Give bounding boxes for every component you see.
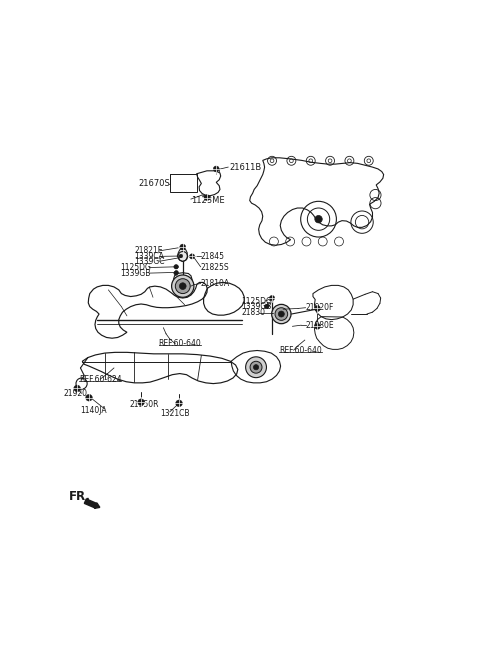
Text: 21950R: 21950R bbox=[130, 400, 159, 409]
Text: 1125DG: 1125DG bbox=[241, 297, 273, 305]
Text: 1339CA: 1339CA bbox=[134, 252, 164, 261]
Circle shape bbox=[176, 400, 182, 407]
Circle shape bbox=[204, 195, 210, 200]
Circle shape bbox=[179, 254, 183, 258]
Circle shape bbox=[174, 271, 178, 275]
Circle shape bbox=[269, 295, 275, 301]
Text: 21825S: 21825S bbox=[201, 263, 229, 272]
Text: REF.60-640: REF.60-640 bbox=[279, 346, 322, 354]
Circle shape bbox=[246, 357, 266, 378]
FancyArrow shape bbox=[84, 499, 100, 508]
Circle shape bbox=[85, 394, 92, 401]
Text: 21920F: 21920F bbox=[305, 303, 334, 312]
Text: 21845: 21845 bbox=[201, 252, 225, 261]
Circle shape bbox=[180, 244, 186, 250]
Circle shape bbox=[175, 278, 190, 293]
Circle shape bbox=[180, 283, 186, 290]
Circle shape bbox=[213, 166, 219, 172]
Circle shape bbox=[278, 311, 284, 317]
Text: 21830: 21830 bbox=[241, 309, 265, 318]
Circle shape bbox=[175, 265, 178, 269]
Text: 21611B: 21611B bbox=[229, 162, 262, 172]
Text: FR.: FR. bbox=[69, 490, 91, 503]
Polygon shape bbox=[177, 248, 187, 261]
Circle shape bbox=[275, 308, 288, 320]
Text: REF.60-640: REF.60-640 bbox=[158, 339, 201, 348]
Text: 21920: 21920 bbox=[64, 389, 88, 398]
Circle shape bbox=[175, 271, 178, 274]
Text: REF.60-624: REF.60-624 bbox=[79, 375, 122, 384]
Text: 1123ME: 1123ME bbox=[191, 196, 225, 205]
Circle shape bbox=[250, 362, 262, 373]
Circle shape bbox=[270, 296, 274, 300]
Circle shape bbox=[315, 215, 322, 223]
Text: 1339GB: 1339GB bbox=[241, 302, 272, 311]
Circle shape bbox=[315, 307, 320, 310]
Circle shape bbox=[172, 275, 194, 297]
Text: 1140JA: 1140JA bbox=[81, 405, 107, 415]
Circle shape bbox=[266, 304, 269, 308]
Text: 21810A: 21810A bbox=[201, 279, 230, 288]
Circle shape bbox=[272, 305, 291, 324]
Bar bbox=[170, 174, 196, 192]
Circle shape bbox=[314, 305, 321, 311]
Circle shape bbox=[174, 265, 178, 269]
Circle shape bbox=[74, 385, 81, 392]
Circle shape bbox=[190, 253, 195, 259]
Text: 21670S: 21670S bbox=[138, 179, 170, 189]
Text: 1339GC: 1339GC bbox=[134, 257, 165, 266]
Circle shape bbox=[264, 305, 269, 309]
Circle shape bbox=[138, 399, 144, 405]
Text: 1125DG: 1125DG bbox=[120, 263, 151, 272]
Text: 1339GB: 1339GB bbox=[120, 269, 151, 278]
Circle shape bbox=[253, 365, 259, 370]
Text: 21821E: 21821E bbox=[134, 246, 163, 255]
Text: 1321CB: 1321CB bbox=[160, 409, 190, 418]
Text: 21880E: 21880E bbox=[305, 321, 334, 329]
Circle shape bbox=[314, 324, 321, 329]
